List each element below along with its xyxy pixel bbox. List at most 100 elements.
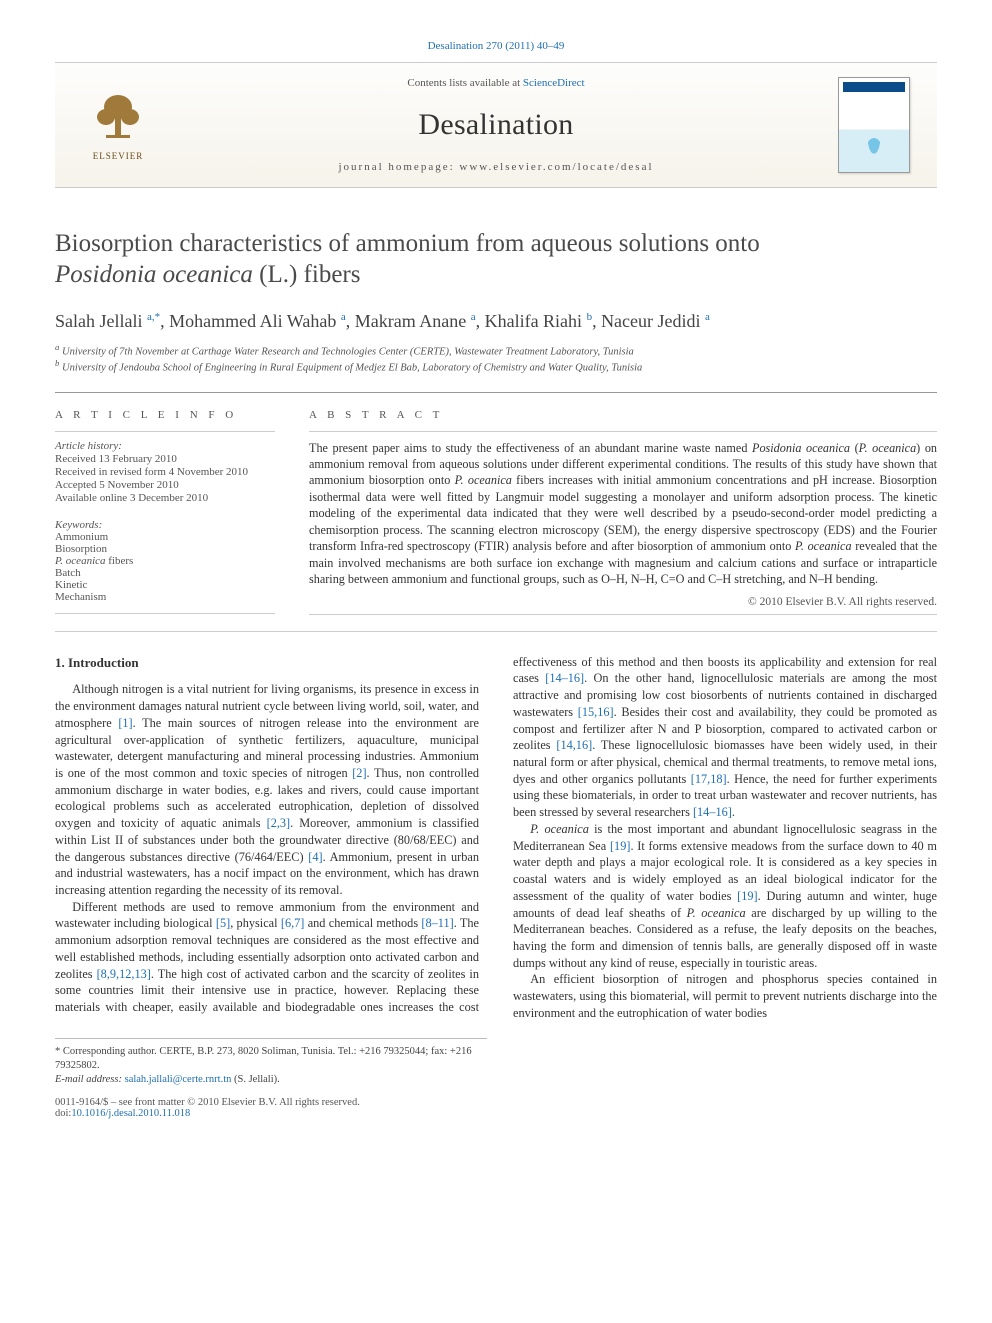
journal-name: Desalination xyxy=(173,108,819,142)
author-affil-sup[interactable]: a, xyxy=(147,311,155,323)
keyword: P. oceanica fibers xyxy=(55,555,275,567)
species: Posidonia oceanica xyxy=(752,441,850,455)
abstract-frag: The present paper aims to study the effe… xyxy=(309,441,752,455)
text-frag: , physical xyxy=(230,916,281,930)
doi-line: doi:10.1016/j.desal.2010.11.018 xyxy=(55,1108,937,1119)
cover-image-icon xyxy=(838,77,910,173)
keyword: Ammonium xyxy=(55,531,275,543)
author-affil-sup[interactable]: a xyxy=(471,311,476,323)
species: P. oceanica xyxy=(530,822,589,836)
paragraph: P. oceanica is the most important and ab… xyxy=(513,821,937,971)
sciencedirect-link[interactable]: ScienceDirect xyxy=(523,77,585,89)
citation-link[interactable]: [17,18] xyxy=(691,772,727,786)
author-4: Khalifa Riahi b xyxy=(485,311,592,331)
elsevier-tree-icon xyxy=(88,89,148,149)
affiliations: a University of 7th November at Carthage… xyxy=(55,342,937,374)
citation-link[interactable]: [19] xyxy=(737,889,758,903)
divider xyxy=(309,614,937,615)
doi-label: doi: xyxy=(55,1108,71,1119)
citation-link[interactable]: [15,16] xyxy=(578,705,614,719)
article-info-heading: a r t i c l e i n f o xyxy=(55,409,275,421)
email-footnote: E-mail address: salah.jallali@certe.rnrt… xyxy=(55,1073,487,1087)
cover-thumbnail xyxy=(829,77,919,173)
publisher-name: ELSEVIER xyxy=(93,151,144,161)
author-3: Makram Anane a xyxy=(355,311,476,331)
citation-link[interactable]: [19] xyxy=(610,839,631,853)
doi-link[interactable]: 10.1016/j.desal.2010.11.018 xyxy=(71,1108,190,1119)
paragraph: Although nitrogen is a vital nutrient fo… xyxy=(55,681,479,898)
section-heading: 1. Introduction xyxy=(55,654,479,672)
citation-link[interactable]: [14–16] xyxy=(545,671,584,685)
keywords-head: Keywords: xyxy=(55,519,275,531)
species: P. oceanica xyxy=(795,539,852,553)
homepage-prefix: journal homepage: xyxy=(338,161,459,173)
author-affil-sup[interactable]: b xyxy=(587,311,593,323)
affil-text: University of Jendouba School of Enginee… xyxy=(62,363,642,374)
citation-link[interactable]: [1] xyxy=(118,716,132,730)
author-name: Naceur Jedidi xyxy=(601,311,700,331)
citation-link-text[interactable]: Desalination 270 (2011) 40–49 xyxy=(428,40,565,52)
title-tail: (L.) fibers xyxy=(253,261,361,288)
email-link[interactable]: salah.jallali@certe.rnrt.tn xyxy=(125,1074,232,1085)
affil-text: University of 7th November at Carthage W… xyxy=(62,346,634,357)
divider xyxy=(55,431,275,432)
history-head: Article history: xyxy=(55,440,275,452)
keyword: Batch xyxy=(55,567,275,579)
contents-prefix: Contents lists available at xyxy=(407,77,522,89)
keyword: Biosorption xyxy=(55,543,275,555)
author-affil-sup[interactable]: a xyxy=(341,311,346,323)
corresponding-footnote: * Corresponding author. CERTE, B.P. 273,… xyxy=(55,1045,487,1073)
citation-link[interactable]: [14,16] xyxy=(556,738,592,752)
author-affil-sup[interactable]: a xyxy=(705,311,710,323)
keyword: Kinetic xyxy=(55,579,275,591)
keyword: Mechanism xyxy=(55,591,275,603)
affiliation-a: a University of 7th November at Carthage… xyxy=(55,342,937,358)
species: P. oceanica xyxy=(687,906,746,920)
authors-line: Salah Jellali a,*, Mohammed Ali Wahab a,… xyxy=(55,311,937,332)
footnotes: * Corresponding author. CERTE, B.P. 273,… xyxy=(55,1038,487,1088)
paragraph: An efficient biosorption of nitrogen and… xyxy=(513,971,937,1021)
citation-link[interactable]: [5] xyxy=(216,916,230,930)
publisher-logo: ELSEVIER xyxy=(73,77,163,173)
text-frag: . xyxy=(732,805,735,819)
author-name: Salah Jellali xyxy=(55,311,142,331)
abstract-frag: ( xyxy=(850,441,859,455)
corresponding-author-icon[interactable]: * xyxy=(155,311,161,323)
abstract-heading: a b s t r a c t xyxy=(309,409,937,421)
contents-line: Contents lists available at ScienceDirec… xyxy=(173,77,819,89)
homepage-url[interactable]: www.elsevier.com/locate/desal xyxy=(459,161,653,173)
article-title: Biosorption characteristics of ammonium … xyxy=(55,228,937,291)
keywords-block: Keywords: Ammonium Biosorption P. oceani… xyxy=(55,519,275,603)
citation-link[interactable]: [2,3] xyxy=(267,816,291,830)
citation-link[interactable]: [8,9,12,13] xyxy=(97,967,151,981)
citation-link[interactable]: Desalination 270 (2011) 40–49 xyxy=(55,40,937,52)
article-history: Article history: Received 13 February 20… xyxy=(55,440,275,504)
text-frag: and chemical methods xyxy=(304,916,421,930)
keyword-species: P. oceanica xyxy=(55,555,106,567)
author-1: Salah Jellali a,* xyxy=(55,311,160,331)
affiliation-b: b University of Jendouba School of Engin… xyxy=(55,358,937,374)
citation-link[interactable]: [14–16] xyxy=(693,805,732,819)
author-5: Naceur Jedidi a xyxy=(601,311,710,331)
revised-date: Received in revised form 4 November 2010 xyxy=(55,466,275,478)
species: P. oceanica xyxy=(455,473,512,487)
online-date: Available online 3 December 2010 xyxy=(55,492,275,504)
citation-link[interactable]: [6,7] xyxy=(281,916,305,930)
issn-line: 0011-9164/$ – see front matter © 2010 El… xyxy=(55,1097,937,1108)
species: P. oceanica xyxy=(859,441,917,455)
accepted-date: Accepted 5 November 2010 xyxy=(55,479,275,491)
journal-banner: ELSEVIER Contents lists available at Sci… xyxy=(55,62,937,188)
citation-link[interactable]: [2] xyxy=(352,766,366,780)
divider xyxy=(55,613,275,614)
citation-link[interactable]: [4] xyxy=(308,850,322,864)
author-2: Mohammed Ali Wahab a xyxy=(169,311,346,331)
email-tail: (S. Jellali). xyxy=(231,1074,279,1085)
citation-link[interactable]: [8–11] xyxy=(421,916,453,930)
divider xyxy=(309,431,937,432)
abstract-copyright: © 2010 Elsevier B.V. All rights reserved… xyxy=(309,596,937,608)
divider xyxy=(55,392,937,393)
title-line1: Biosorption characteristics of ammonium … xyxy=(55,230,760,257)
email-label: E-mail address: xyxy=(55,1074,122,1085)
body-text: 1. Introduction Although nitrogen is a v… xyxy=(55,654,937,1022)
received-date: Received 13 February 2010 xyxy=(55,453,275,465)
